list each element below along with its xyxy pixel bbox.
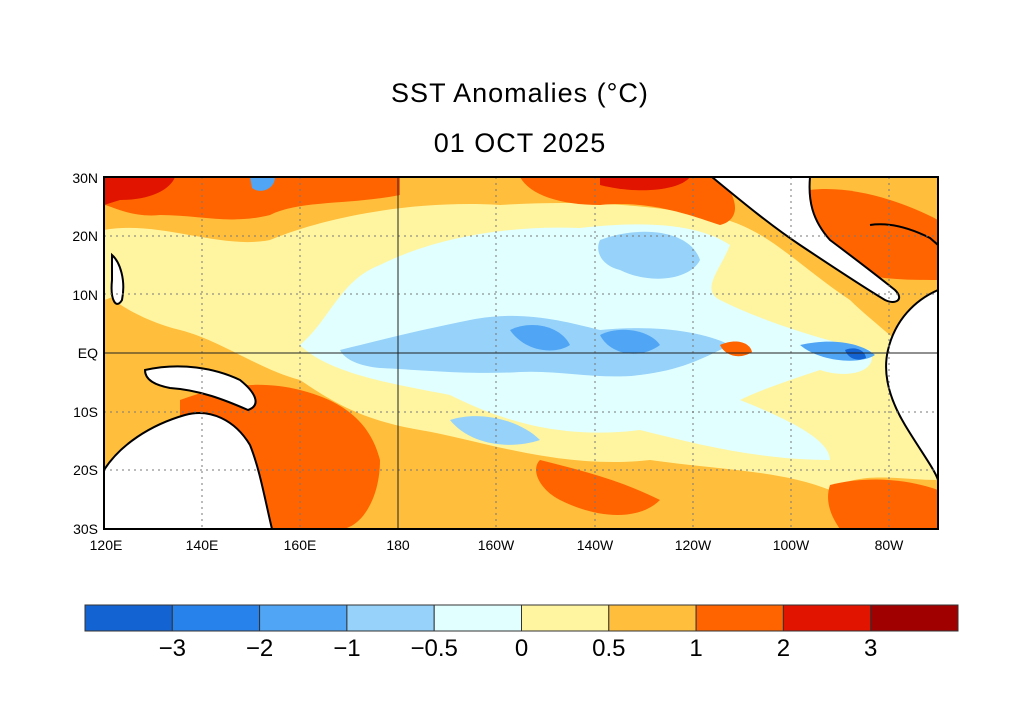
colorbar-swatch (782, 604, 872, 632)
new-guinea (143, 365, 257, 412)
colorbar-swatch (695, 604, 784, 632)
colorbar-swatch (346, 604, 435, 632)
lon-label: 180 (386, 537, 410, 553)
australia (104, 412, 274, 529)
colorbar-label: 2 (777, 635, 790, 662)
colorbar-swatch (521, 604, 610, 632)
central-america (710, 177, 901, 303)
colorbar-swatch (608, 604, 697, 632)
colorbar-swatch (259, 604, 348, 632)
philippines (110, 252, 125, 305)
colorbar-swatch (171, 604, 261, 632)
map-date: 01 OCT 2025 (433, 128, 607, 158)
colorbar-label: −1 (333, 635, 360, 662)
yucatan-cuba (869, 223, 938, 246)
lon-label: 140W (577, 537, 614, 553)
lon-label: 160E (284, 537, 317, 553)
lat-label: 20S (73, 462, 98, 478)
lat-label: 10N (72, 287, 98, 303)
lat-label: 30N (72, 170, 98, 186)
lat-label: 20N (72, 228, 98, 244)
colorbar-swatch (870, 604, 959, 632)
lon-label: 160W (478, 537, 515, 553)
colorbar-label: −2 (246, 635, 273, 662)
lat-axis: 30N 20N 10N EQ 10S 20S 30S (72, 170, 98, 537)
lat-label: EQ (78, 345, 98, 361)
colorbar-swatch (84, 604, 173, 632)
colorbar-label: 1 (689, 635, 702, 662)
colorbar-swatch (433, 604, 523, 632)
colorbar-label: 0.5 (592, 635, 625, 662)
lon-label: 80W (875, 537, 905, 553)
lon-label: 120W (675, 537, 712, 553)
colorbar-label: −3 (159, 635, 186, 662)
lon-label: 100W (773, 537, 810, 553)
lat-label: 10S (73, 404, 98, 420)
colorbar-label: −0.5 (411, 635, 458, 662)
lon-label: 140E (186, 537, 219, 553)
lon-axis: 120E 140E 160E 180 160W 140W 120W 100W 8… (90, 537, 905, 553)
colorbar: −3 −2 −1 −0.5 0 0.5 1 2 3 (84, 604, 959, 662)
map-title: SST Anomalies (°C) (391, 78, 649, 108)
lon-label: 120E (90, 537, 123, 553)
plot-frame (103, 176, 939, 530)
land-masses (104, 177, 938, 529)
colorbar-label: 3 (864, 635, 877, 662)
colorbar-label: 0 (515, 635, 528, 662)
lat-label: 30S (73, 521, 98, 537)
